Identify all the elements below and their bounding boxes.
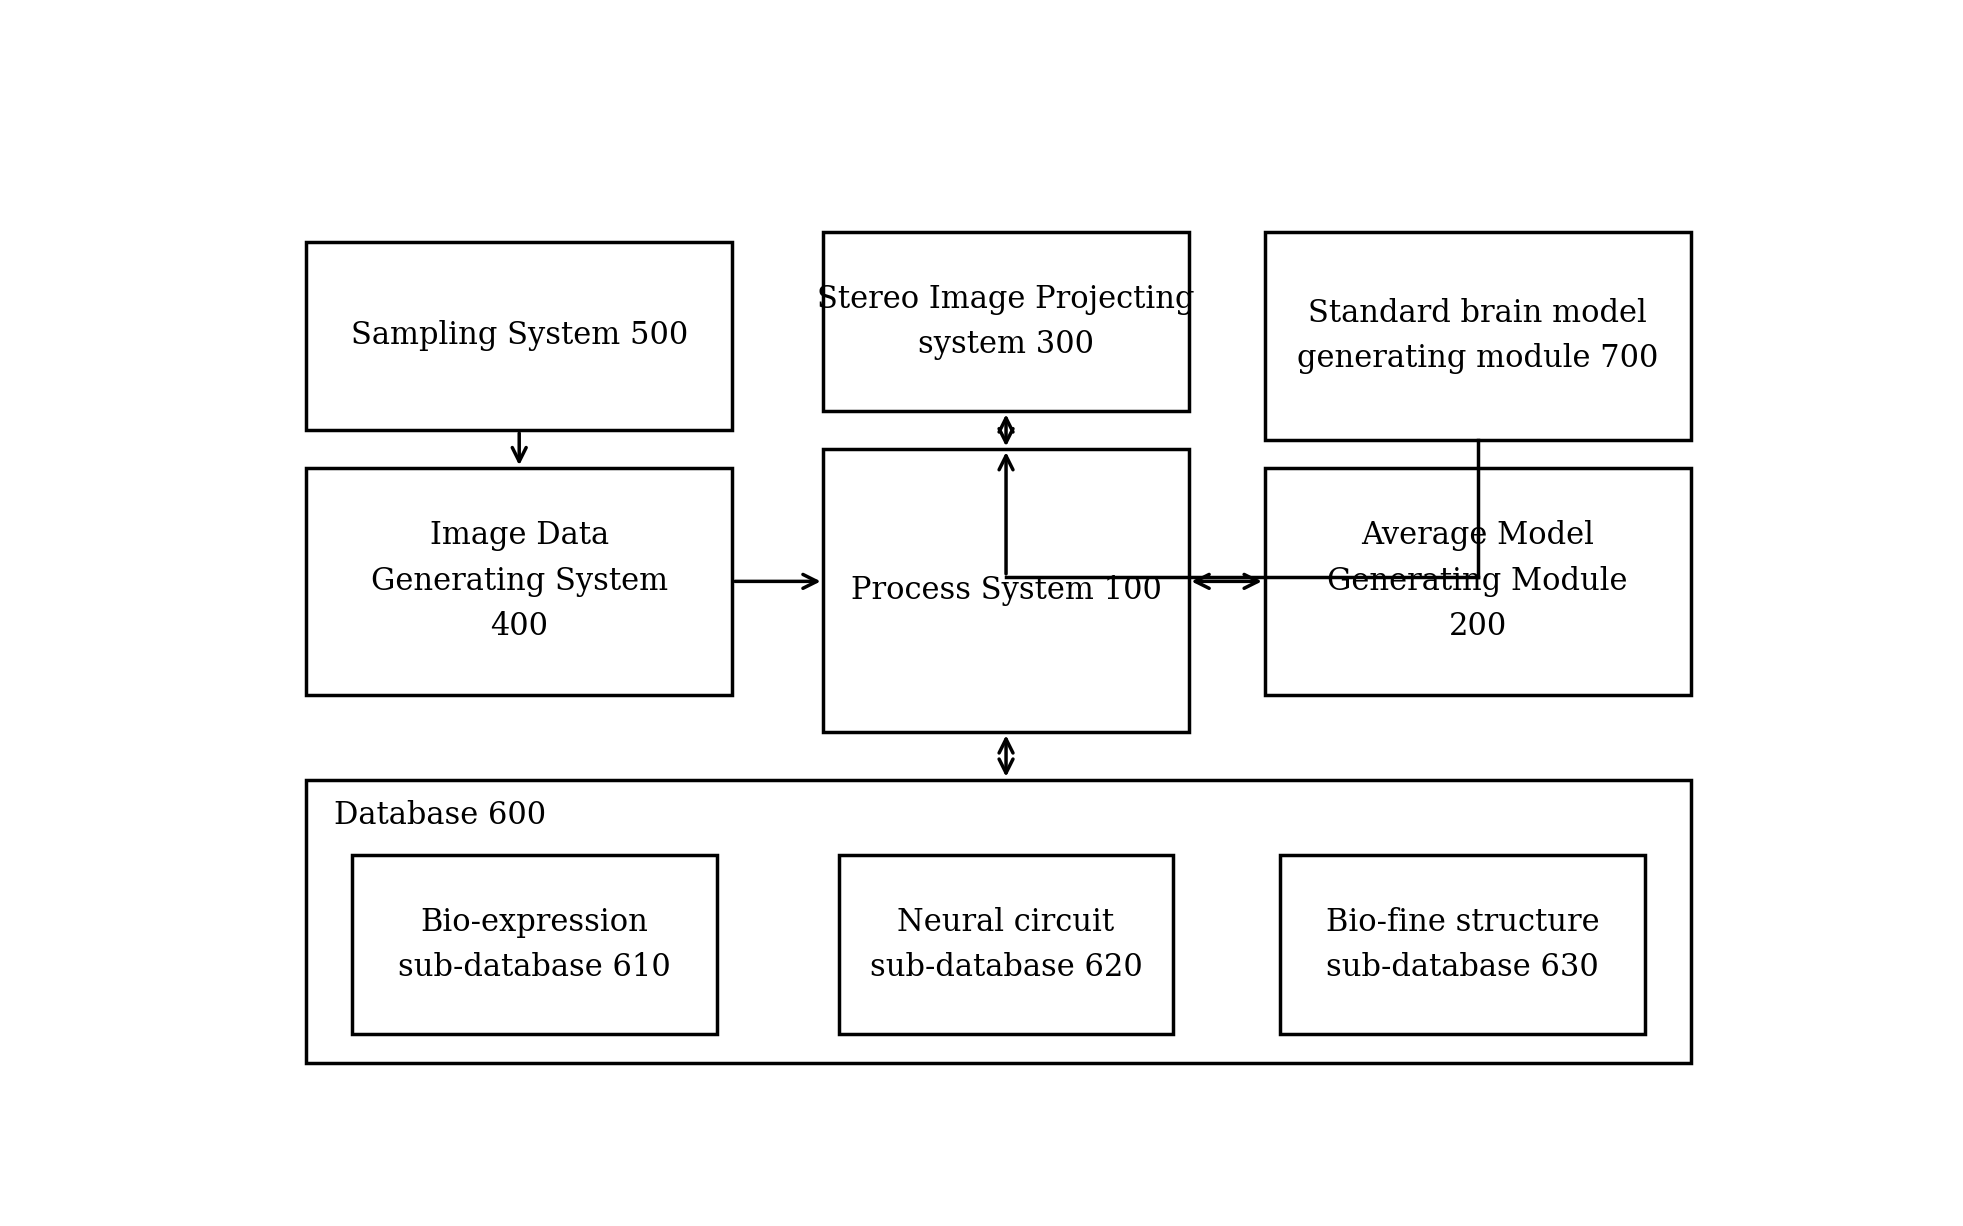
Text: Bio-fine structure
sub-database 630: Bio-fine structure sub-database 630 — [1325, 906, 1600, 983]
Bar — [838, 856, 1174, 1035]
Text: Stereo Image Projecting
system 300: Stereo Image Projecting system 300 — [817, 283, 1195, 360]
Text: Bio-expression
sub-database 610: Bio-expression sub-database 610 — [398, 906, 671, 983]
Bar — [824, 232, 1190, 412]
Bar — [824, 449, 1190, 732]
Bar — [1264, 232, 1690, 440]
Bar — [306, 780, 1690, 1063]
Text: Average Model
Generating Module
200: Average Model Generating Module 200 — [1327, 521, 1627, 642]
Text: Image Data
Generating System
400: Image Data Generating System 400 — [371, 521, 667, 642]
Text: Database 600: Database 600 — [334, 801, 546, 831]
Text: Process System 100: Process System 100 — [850, 575, 1162, 607]
Bar — [306, 242, 732, 430]
Bar — [351, 856, 716, 1035]
Bar — [1280, 856, 1645, 1035]
Text: Sampling System 500: Sampling System 500 — [351, 320, 687, 352]
Bar — [1264, 468, 1690, 695]
Text: Neural circuit
sub-database 620: Neural circuit sub-database 620 — [870, 906, 1142, 983]
Text: Standard brain model
generating module 700: Standard brain model generating module 7… — [1298, 298, 1659, 374]
Bar — [306, 468, 732, 695]
